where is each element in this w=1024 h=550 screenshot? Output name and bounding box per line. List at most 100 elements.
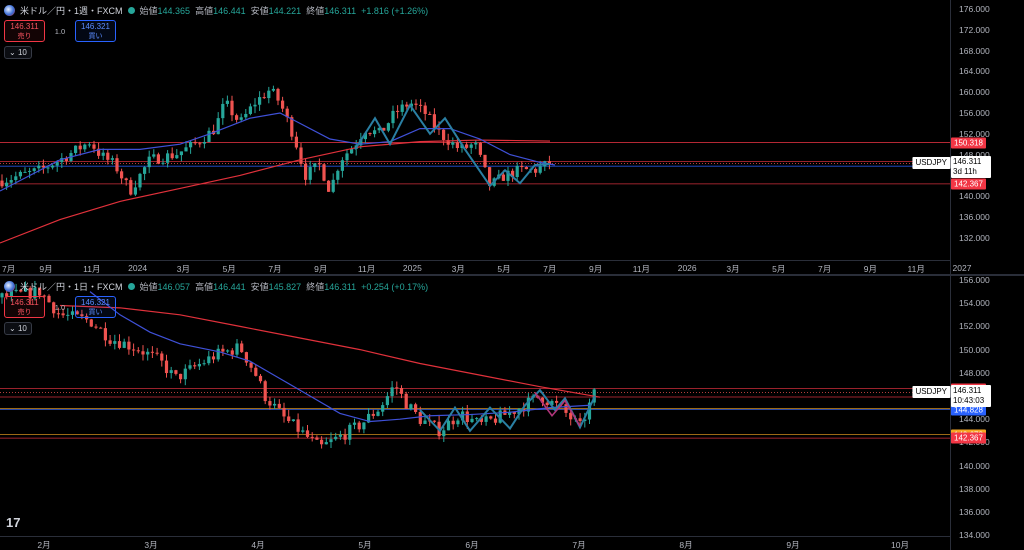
price-level-tag: 142.367 bbox=[951, 432, 986, 444]
candle-body bbox=[474, 142, 478, 145]
pane-separator[interactable] bbox=[0, 274, 1024, 276]
candle-body bbox=[281, 100, 285, 109]
candle-body bbox=[294, 136, 298, 148]
candle-body bbox=[32, 168, 36, 171]
candle-body bbox=[583, 419, 587, 422]
candle-body bbox=[9, 180, 13, 183]
candle-body bbox=[587, 402, 592, 420]
buy-button[interactable]: 146.321 買い bbox=[75, 296, 116, 318]
candle-body bbox=[136, 350, 140, 352]
weekly-price-plot[interactable] bbox=[0, 0, 950, 260]
candle-body bbox=[216, 348, 220, 360]
price-tick-label: 176.000 bbox=[959, 4, 990, 14]
candle-body bbox=[179, 373, 183, 380]
daily-symbol-title[interactable]: 米ドル／円・1日・FXCM bbox=[20, 282, 123, 292]
candle-body bbox=[41, 165, 45, 168]
daily-price-axis[interactable]: 156.000154.000152.000150.000148.000146.0… bbox=[950, 275, 1024, 550]
price-tick-label: 152.000 bbox=[959, 321, 990, 332]
symbol-tag: USDJPY bbox=[912, 157, 950, 170]
pattern-drawing-line[interactable] bbox=[354, 103, 551, 188]
candle-body bbox=[461, 411, 465, 421]
candle-body bbox=[74, 145, 78, 154]
time-tick-label: 7月 bbox=[543, 264, 557, 274]
candle-body bbox=[391, 110, 395, 124]
candle-body bbox=[46, 167, 50, 169]
candle-body bbox=[285, 108, 289, 118]
candle-body bbox=[287, 416, 291, 422]
daily-chart-pane[interactable]: 米ドル／円・1日・FXCM 始値146.057 高値146.441 安値145.… bbox=[0, 275, 1024, 550]
candle-body bbox=[106, 152, 110, 160]
sell-button[interactable]: 146.311 売り bbox=[4, 20, 45, 42]
candle-body bbox=[315, 437, 319, 440]
candle-body bbox=[290, 117, 294, 137]
candle-body bbox=[377, 127, 381, 131]
usd-jpy-flag-icon bbox=[4, 281, 15, 292]
price-tick-label: 154.000 bbox=[959, 298, 990, 309]
candle-body bbox=[97, 148, 101, 156]
candle-body bbox=[376, 411, 380, 416]
weekly-legend: 米ドル／円・1週・FXCM 始値144.365 高値146.441 安値144.… bbox=[4, 4, 428, 17]
candle-body bbox=[367, 413, 371, 423]
candle-body bbox=[94, 326, 98, 328]
candle-body bbox=[64, 158, 68, 161]
candle-body bbox=[202, 141, 206, 144]
weekly-price-axis[interactable]: 176.000 172.000 168.000 164.000 160.000 156.0… bbox=[950, 0, 1024, 274]
weekly-trade-buttons: 146.311 売り 1.0 146.321 買い bbox=[4, 20, 116, 42]
candle-body bbox=[51, 165, 55, 168]
candle-body bbox=[263, 381, 267, 402]
candle-body bbox=[38, 287, 42, 296]
candle-body bbox=[14, 289, 18, 292]
candle-body bbox=[512, 411, 516, 414]
candle-body bbox=[83, 144, 87, 150]
price-tick-label: 144.000 bbox=[959, 414, 990, 425]
candle-body bbox=[66, 314, 70, 316]
price-level-tag: 150.318 bbox=[951, 137, 986, 149]
candle-body bbox=[301, 430, 305, 432]
weekly-symbol-title[interactable]: 米ドル／円・1週・FXCM bbox=[20, 6, 123, 16]
tradingview-logo-icon: 17 bbox=[6, 515, 21, 530]
price-tick-label: 156.000 bbox=[959, 108, 990, 118]
candle-body bbox=[348, 424, 352, 440]
candle-body bbox=[133, 187, 137, 195]
candle-body bbox=[506, 170, 510, 181]
candle-body bbox=[479, 418, 483, 422]
candle-body bbox=[409, 103, 413, 107]
candle-body bbox=[399, 388, 404, 394]
weekly-time-axis[interactable]: 9月 11月 2024 3月 5月 7月 9月 11月 2025 3月 5月 7月 9月 11月 2026 3… bbox=[0, 260, 971, 274]
candle-body bbox=[75, 311, 79, 315]
sell-button[interactable]: 146.311 売り bbox=[4, 296, 45, 318]
candle-body bbox=[478, 142, 482, 155]
pattern-drawing-line[interactable] bbox=[419, 388, 596, 433]
candle-body bbox=[160, 353, 164, 361]
daily-time-axis[interactable]: 2月 3月 4月 5月 6月 7月 8月 9月 10月 bbox=[0, 536, 950, 550]
candle-body bbox=[465, 144, 469, 148]
candle-body bbox=[414, 103, 418, 105]
candle-body bbox=[5, 182, 9, 187]
candle-body bbox=[540, 397, 545, 403]
indicator-toggle[interactable]: ⌄ 10 bbox=[4, 46, 32, 59]
time-tick-label: 6月 bbox=[465, 540, 479, 550]
time-tick-label: 5月 bbox=[358, 540, 372, 550]
candle-body bbox=[381, 405, 385, 412]
candle-body bbox=[334, 436, 338, 440]
candle-body bbox=[475, 418, 479, 420]
ohlc-low: 安値144.221 bbox=[250, 6, 302, 16]
candle-body bbox=[170, 153, 174, 159]
candle-body bbox=[395, 387, 399, 389]
candle-body bbox=[442, 430, 446, 437]
candle-body bbox=[61, 313, 65, 316]
indicator-toggle[interactable]: ⌄ 10 bbox=[4, 322, 32, 335]
buy-button[interactable]: 146.321 買い bbox=[75, 20, 116, 42]
price-tick-label: 156.000 bbox=[959, 275, 990, 285]
candle-body bbox=[207, 356, 211, 364]
candle-body bbox=[359, 139, 363, 146]
pattern-drawing-line[interactable] bbox=[534, 392, 581, 427]
candle-body bbox=[216, 118, 220, 135]
candle-body bbox=[545, 402, 549, 406]
candle-body bbox=[197, 363, 201, 367]
daily-price-plot[interactable] bbox=[0, 276, 950, 536]
candle-body bbox=[423, 105, 427, 114]
candle-body bbox=[115, 158, 119, 172]
candle-body bbox=[488, 167, 492, 186]
weekly-chart-pane[interactable]: 米ドル／円・1週・FXCM 始値144.365 高値146.441 安値144.… bbox=[0, 0, 1024, 274]
